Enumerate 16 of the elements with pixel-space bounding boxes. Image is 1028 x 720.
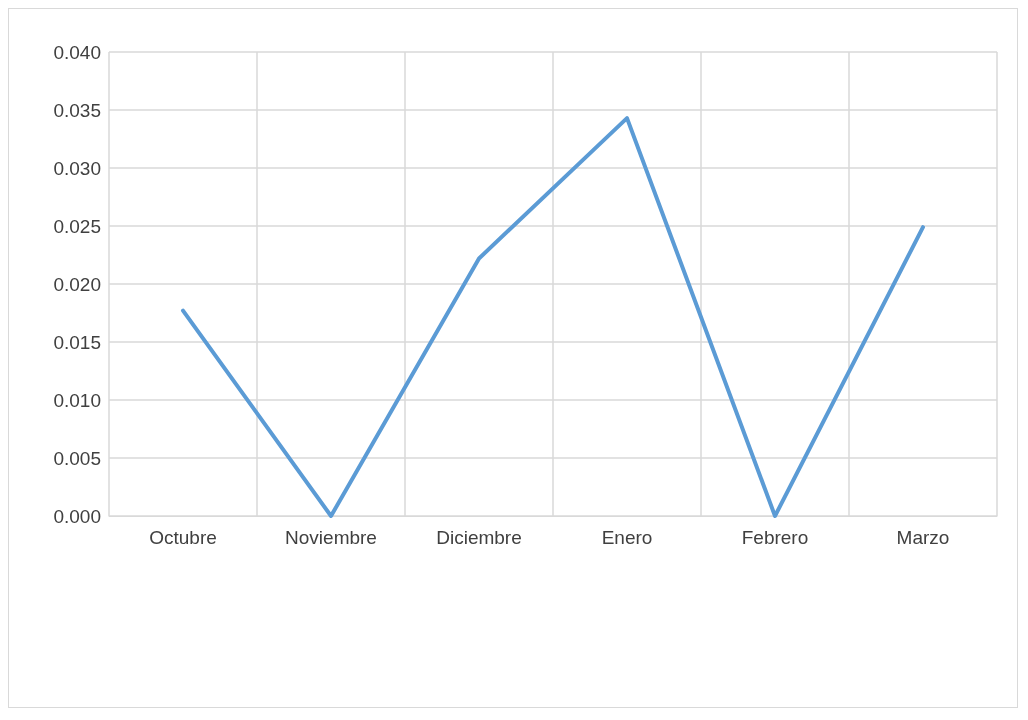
y-tick-label: 0.005 bbox=[53, 447, 101, 469]
y-tick-label: 0.040 bbox=[53, 41, 101, 63]
x-tick-label: Febrero bbox=[741, 527, 809, 548]
x-tick-label: Octubre bbox=[149, 527, 217, 548]
x-tick-label: Diciembre bbox=[436, 527, 522, 548]
x-tick-label: Enero bbox=[601, 527, 653, 548]
y-tick-label: 0.000 bbox=[53, 505, 101, 527]
x-tick-label: Marzo bbox=[896, 527, 950, 548]
y-tick-label: 0.035 bbox=[53, 99, 101, 121]
x-tick-label: Noviembre bbox=[285, 527, 377, 548]
line-series bbox=[181, 116, 925, 518]
y-tick-label: 0.030 bbox=[53, 157, 101, 179]
y-tick-label: 0.015 bbox=[53, 331, 101, 353]
y-tick-label: 0.010 bbox=[53, 389, 101, 411]
y-tick-label: 0.020 bbox=[53, 273, 101, 295]
y-tick-label: 0.025 bbox=[53, 215, 101, 237]
